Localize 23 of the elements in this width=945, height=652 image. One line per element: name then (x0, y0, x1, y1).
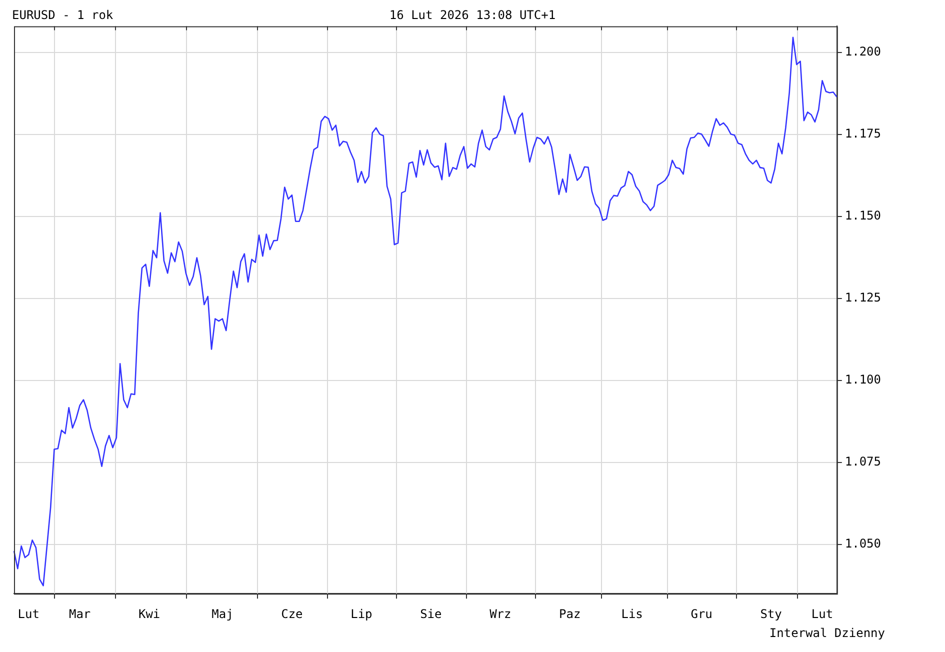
x-tick-label: Maj (212, 606, 234, 621)
chart-subtitle: 16 Lut 2026 13:08 UTC+1 (389, 8, 556, 22)
x-tick-label: Sie (420, 606, 442, 621)
y-tick-label: 1.150 (844, 208, 881, 223)
y-tick-label: 1.100 (844, 372, 881, 387)
y-tick-label: 1.125 (844, 290, 881, 305)
x-tick-label: Wrz (490, 606, 512, 621)
text: Interwal Dzienny (769, 626, 885, 640)
x-tick-label: Lis (621, 606, 643, 621)
x-tick-label: Sty (760, 606, 782, 621)
x-tick-label: Gru (690, 606, 712, 621)
y-tick-label: 1.175 (844, 126, 881, 141)
chart-title: EURUSD - 1 rok (12, 8, 114, 22)
x-tick-label: Lut (811, 606, 834, 621)
x-tick-label: Lip (350, 606, 372, 621)
x-tick-label: Cze (281, 606, 303, 621)
x-tick-label: Kwi (138, 606, 160, 621)
y-tick-label: 1.200 (844, 44, 881, 59)
y-tick-label: 1.050 (844, 536, 881, 551)
x-tick-label: Paz (559, 606, 581, 621)
x-tick-label: Lut (18, 606, 40, 621)
x-tick-label: Mar (68, 606, 91, 621)
y-tick-label: 1.075 (844, 454, 881, 469)
